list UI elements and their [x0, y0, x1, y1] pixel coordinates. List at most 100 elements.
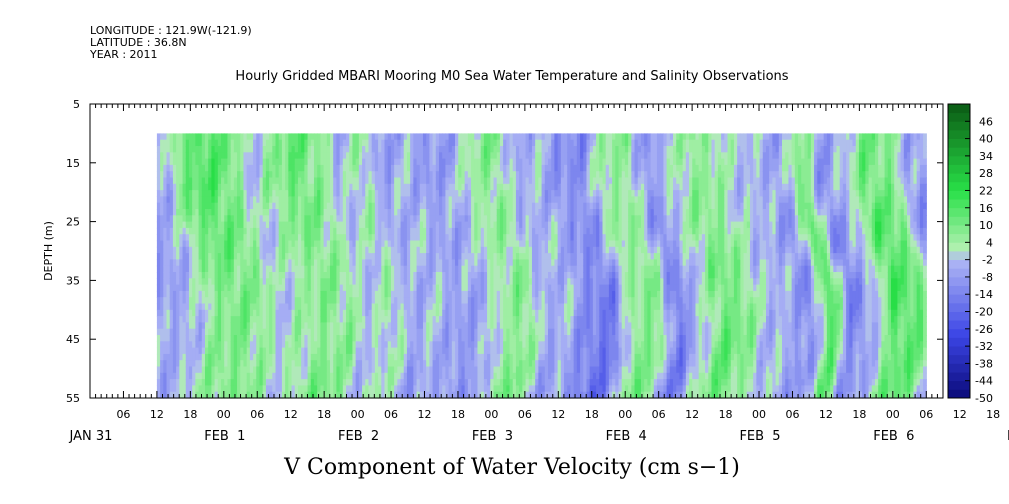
heatmap-cell — [313, 209, 318, 216]
heatmap-cell — [333, 234, 338, 242]
heatmap-cell — [211, 322, 216, 330]
heatmap-cell — [483, 146, 488, 153]
heatmap-cell — [525, 391, 530, 399]
heatmap-cell — [301, 316, 305, 323]
heatmap-cell — [214, 303, 219, 311]
heatmap-cell — [535, 177, 539, 185]
heatmap-cell — [493, 265, 498, 273]
heatmap-cell — [326, 246, 331, 254]
heatmap-cell — [416, 246, 421, 254]
heatmap-cell — [535, 290, 539, 298]
heatmap-cell — [471, 265, 475, 273]
heatmap-cell — [439, 190, 443, 197]
heatmap-cell — [240, 240, 245, 248]
heatmap-cell — [474, 316, 479, 323]
heatmap-cell — [480, 240, 485, 248]
heatmap-cell — [531, 209, 536, 216]
heatmap-cell — [528, 353, 533, 361]
heatmap-cell — [176, 190, 180, 197]
heatmap-cell — [336, 284, 341, 292]
heatmap-cell — [394, 303, 398, 311]
heatmap-cell — [483, 347, 488, 355]
heatmap-cell — [182, 152, 187, 160]
heatmap-cell — [384, 391, 389, 399]
heatmap-cell — [445, 322, 450, 330]
heatmap-cell — [455, 322, 459, 330]
heatmap-cell — [172, 190, 177, 197]
heatmap-cell — [384, 335, 389, 342]
heatmap-cell — [422, 177, 427, 185]
heatmap-cell — [313, 139, 318, 147]
heatmap-cell — [477, 146, 482, 153]
heatmap-cell — [169, 353, 174, 361]
heatmap-cell — [313, 146, 318, 153]
heatmap-cell — [394, 360, 398, 368]
heatmap-cell — [403, 385, 408, 393]
heatmap-cell — [346, 215, 350, 223]
heatmap-cell — [378, 265, 382, 273]
heatmap-cell — [249, 221, 254, 229]
heatmap-cell — [410, 246, 414, 254]
heatmap-cell — [313, 259, 318, 267]
heatmap-cell — [275, 347, 280, 355]
heatmap-cell — [301, 215, 305, 223]
heatmap-cell — [368, 335, 373, 342]
heatmap-cell — [394, 133, 398, 141]
heatmap-cell — [509, 171, 514, 179]
heatmap-cell — [381, 259, 386, 267]
heatmap-cell — [156, 196, 161, 204]
heatmap-cell — [471, 379, 475, 386]
heatmap-cell — [188, 322, 193, 330]
heatmap-cell — [416, 240, 421, 248]
heatmap-cell — [291, 322, 296, 330]
heatmap-cell — [240, 246, 245, 254]
heatmap-cell — [464, 353, 469, 361]
heatmap-cell — [406, 347, 411, 355]
heatmap-cell — [304, 183, 309, 191]
heatmap-cell — [387, 309, 392, 317]
heatmap-cell — [336, 133, 341, 141]
heatmap-cell — [480, 202, 485, 210]
heatmap-cell — [246, 158, 251, 166]
heatmap-cell — [439, 215, 443, 223]
heatmap-cell — [435, 379, 440, 386]
heatmap-cell — [442, 234, 447, 242]
heatmap-cell — [317, 322, 321, 330]
heatmap-cell — [419, 240, 424, 248]
heatmap-cell — [416, 209, 421, 216]
heatmap-cell — [426, 385, 430, 393]
heatmap-cell — [352, 366, 357, 374]
heatmap-cell — [519, 316, 523, 323]
heatmap-cell — [419, 152, 424, 160]
heatmap-cell — [320, 240, 325, 248]
heatmap-cell — [346, 309, 350, 317]
heatmap-cell — [455, 347, 459, 355]
heatmap-cell — [237, 290, 241, 298]
heatmap-cell — [211, 335, 216, 342]
heatmap-cell — [317, 278, 321, 286]
heatmap-cell — [525, 284, 530, 292]
heatmap-cell — [387, 171, 392, 179]
heatmap-cell — [461, 202, 466, 210]
heatmap-cell — [339, 164, 344, 172]
heatmap-cell — [169, 278, 174, 286]
heatmap-cell — [333, 221, 338, 229]
heatmap-cell — [403, 341, 408, 349]
heatmap-cell — [442, 309, 447, 317]
heatmap-cell — [461, 322, 466, 330]
heatmap-cell — [317, 246, 321, 254]
heatmap-cell — [422, 133, 427, 141]
heatmap-cell — [262, 309, 267, 317]
heatmap-cell — [394, 391, 398, 399]
heatmap-cell — [384, 284, 389, 292]
heatmap-cell — [198, 190, 203, 197]
heatmap-cell — [519, 171, 523, 179]
heatmap-cell — [330, 146, 334, 153]
heatmap-cell — [531, 278, 536, 286]
heatmap-cell — [493, 139, 498, 147]
heatmap-cell — [368, 227, 373, 235]
heatmap-cell — [323, 146, 328, 153]
heatmap-cell — [522, 209, 527, 216]
heatmap-cell — [442, 316, 447, 323]
heatmap-cell — [195, 341, 200, 349]
